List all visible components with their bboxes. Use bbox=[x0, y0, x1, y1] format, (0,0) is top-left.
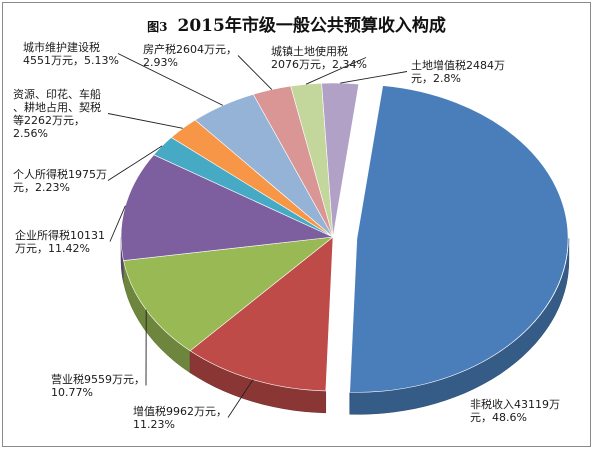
slice-label: 非税收入43119万元，48.6% bbox=[470, 397, 560, 424]
slice-label: 增值税9962万元，11.23% bbox=[133, 404, 227, 431]
slice-label: 个人所得税1975万元，2.23% bbox=[13, 167, 107, 194]
pie-chart: 非税收入43119万元，48.6% 增值税9962万元，11.23% 营业税9559… bbox=[3, 3, 590, 446]
slice-label: 土地增值税2484万元，2.8% bbox=[411, 58, 505, 85]
slice-label: 营业税9559万元，10.77% bbox=[51, 372, 145, 399]
pie-slice bbox=[350, 86, 568, 393]
pie-tops bbox=[121, 83, 568, 392]
slice-label: 资源、印花、车船、耕地占用、契税等2262万元，2.56% bbox=[13, 87, 101, 140]
leader-line bbox=[340, 72, 407, 84]
leader-line bbox=[238, 56, 272, 90]
slice-label: 房产税2604万元，2.93% bbox=[143, 42, 237, 69]
leader-line bbox=[108, 114, 183, 129]
